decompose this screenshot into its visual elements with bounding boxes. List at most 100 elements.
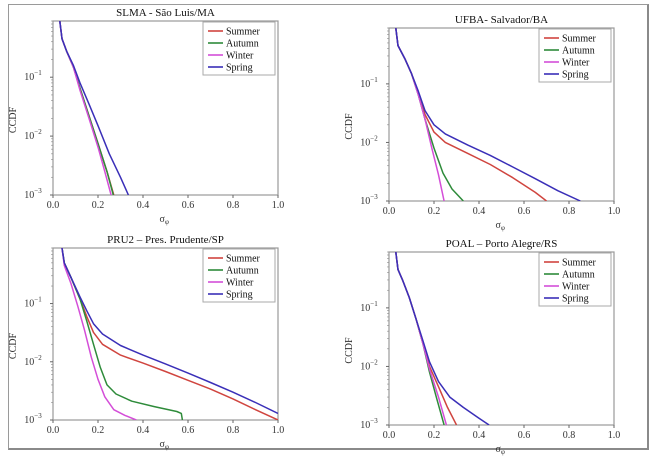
y-tick: 10−3	[360, 417, 389, 431]
y-tick-label: 10−1	[24, 69, 42, 83]
x-tick-label: 1.0	[608, 206, 621, 217]
x-tick: 0.2	[92, 195, 104, 211]
x-tick-label: 0.0	[383, 206, 396, 217]
series-line-winter	[395, 252, 448, 425]
y-tick: 10−1	[24, 69, 53, 83]
y-tick-exponent: −2	[370, 358, 378, 366]
series-line-spring	[395, 28, 581, 201]
chart-title: POAL – Porto Alegre/RS	[446, 238, 558, 250]
x-tick-label: 0.2	[428, 430, 441, 441]
legend-label-summer: Summer	[562, 258, 597, 269]
x-tick-label: 1.0	[608, 430, 621, 441]
y-tick-exponent: −3	[34, 187, 42, 195]
x-tick-label: 0.2	[92, 425, 105, 436]
y-tick-exponent: −1	[34, 69, 42, 77]
x-tick: 0.8	[227, 420, 240, 436]
x-axis-label-subscript: φ	[501, 448, 505, 456]
y-tick-label: 10−1	[360, 76, 378, 90]
x-axis-label: σφ	[496, 444, 505, 456]
x-tick: 0.6	[518, 425, 530, 441]
y-tick: 10−3	[24, 412, 53, 426]
x-tick-label: 0.6	[182, 200, 195, 211]
x-axis-label: σφ	[160, 214, 169, 226]
series-line-autumn	[61, 248, 184, 420]
series-line-summer	[395, 252, 458, 425]
x-tick: 1.0	[272, 420, 285, 436]
chart-title: UFBA- Salvador/BA	[455, 14, 548, 26]
x-tick-label: 0.8	[563, 430, 576, 441]
x-tick-label: 0.6	[518, 206, 531, 217]
legend-box	[202, 248, 276, 303]
legend-label-spring: Spring	[562, 70, 589, 81]
y-tick-label: 10−2	[24, 354, 42, 368]
x-tick-label: 0.8	[563, 206, 576, 217]
series-line-spring	[395, 252, 490, 425]
y-tick-exponent: −1	[370, 300, 378, 308]
y-tick-label: 10−3	[360, 417, 378, 431]
x-tick: 0.4	[137, 420, 150, 436]
legend-label-winter: Winter	[226, 278, 254, 289]
y-tick-label: 10−1	[24, 296, 42, 310]
series-line-autumn	[395, 252, 445, 425]
y-tick: 10−2	[24, 128, 53, 142]
x-tick: 1.0	[272, 195, 284, 211]
legend-label-winter: Winter	[562, 58, 590, 69]
y-axis-label: CCDF	[344, 113, 355, 140]
x-axis-label: σφ	[496, 220, 505, 232]
x-tick-label: 0.4	[137, 200, 150, 211]
x-tick-label: 0.8	[227, 425, 240, 436]
x-tick: 1.0	[608, 425, 621, 441]
y-tick: 10−2	[360, 134, 389, 148]
chart-title: PRU2 – Pres. Prudente/SP	[107, 234, 224, 246]
legend-label-winter: Winter	[562, 282, 590, 293]
legend-label-spring: Spring	[562, 294, 589, 305]
y-tick-exponent: −2	[370, 134, 378, 142]
legend-label-autumn: Autumn	[226, 39, 259, 50]
y-tick-label: 10−2	[24, 128, 42, 142]
x-tick: 0.2	[92, 420, 105, 436]
figure-frame	[8, 4, 649, 450]
y-tick-exponent: −3	[370, 193, 378, 201]
y-tick-label: 10−3	[360, 193, 378, 207]
legend-label-summer: Summer	[562, 34, 597, 45]
x-tick: 0.2	[428, 425, 441, 441]
y-axis-label: CCDF	[8, 107, 19, 134]
x-tick: 0.6	[182, 195, 195, 211]
x-axis-label: σφ	[160, 439, 169, 451]
x-tick: 0.6	[518, 201, 531, 217]
legend-label-autumn: Autumn	[562, 46, 595, 57]
series-line-spring	[61, 248, 278, 415]
x-tick-label: 0.4	[473, 430, 486, 441]
x-tick: 0.2	[428, 201, 440, 217]
x-tick: 0.4	[137, 195, 150, 211]
y-tick-label: 10−3	[24, 187, 42, 201]
chart-panel-3: PRU2 – Pres. Prudente/SP 0.0 0.2 0.4 0.6 0.8 1…	[8, 234, 284, 451]
y-tick: 10−2	[360, 358, 389, 372]
series-line-winter	[61, 248, 137, 420]
legend-label-autumn: Autumn	[562, 270, 595, 281]
x-tick-label: 0.0	[47, 200, 60, 211]
y-tick-exponent: −2	[34, 354, 42, 362]
x-tick-label: 0.6	[182, 425, 195, 436]
x-tick-label: 0.0	[383, 430, 396, 441]
x-tick: 0.8	[563, 425, 576, 441]
x-tick: 0.0	[47, 195, 60, 211]
y-axis-label: CCDF	[8, 333, 19, 360]
x-tick: 0.8	[227, 195, 239, 211]
series-line-winter	[59, 21, 112, 195]
x-tick-label: 1.0	[272, 425, 285, 436]
series-line-autumn	[59, 21, 115, 195]
series-line-spring	[59, 21, 130, 195]
legend-label-winter: Winter	[226, 51, 254, 62]
x-tick-label: 0.4	[137, 425, 150, 436]
y-tick-exponent: −1	[34, 296, 42, 304]
x-tick: 0.4	[473, 201, 485, 217]
x-axis-label-subscript: φ	[165, 218, 169, 226]
chart-title: SLMA - São Luis/MA	[116, 7, 215, 19]
legend-label-spring: Spring	[226, 290, 253, 301]
y-tick-exponent: −1	[370, 76, 378, 84]
